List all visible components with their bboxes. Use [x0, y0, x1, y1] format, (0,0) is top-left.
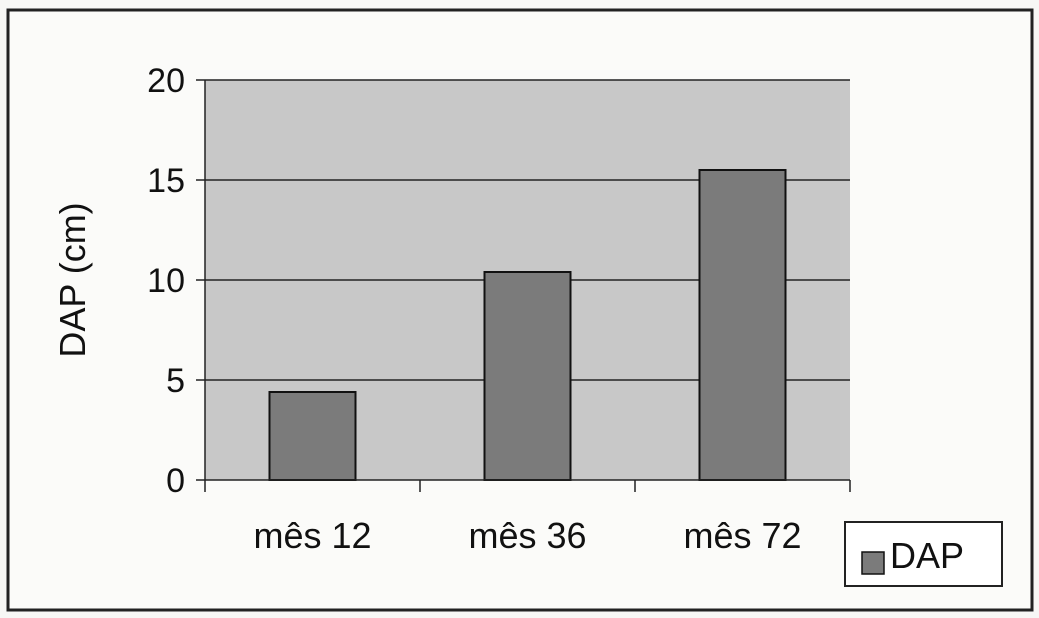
axes — [196, 79, 851, 492]
x-tick-label: mês 12 — [253, 515, 371, 556]
y-tick-label: 15 — [147, 162, 185, 200]
y-axis-label: DAP (cm) — [52, 202, 93, 357]
legend: DAP — [844, 521, 1003, 587]
bars — [268, 169, 787, 481]
tick-labels: 0 5 10 15 20 mês 12 mês 36 mês 72 — [147, 62, 801, 556]
legend-swatch — [861, 551, 885, 575]
bar — [698, 169, 787, 481]
bar — [483, 271, 572, 481]
legend-label: DAP — [890, 535, 964, 576]
bar — [268, 391, 357, 481]
x-tick-label: mês 72 — [683, 515, 801, 556]
y-tick-label: 5 — [166, 362, 185, 400]
x-tick-label: mês 36 — [468, 515, 586, 556]
y-tick-label: 0 — [166, 462, 185, 500]
y-tick-label: 20 — [147, 62, 185, 100]
y-tick-label: 10 — [147, 262, 185, 300]
